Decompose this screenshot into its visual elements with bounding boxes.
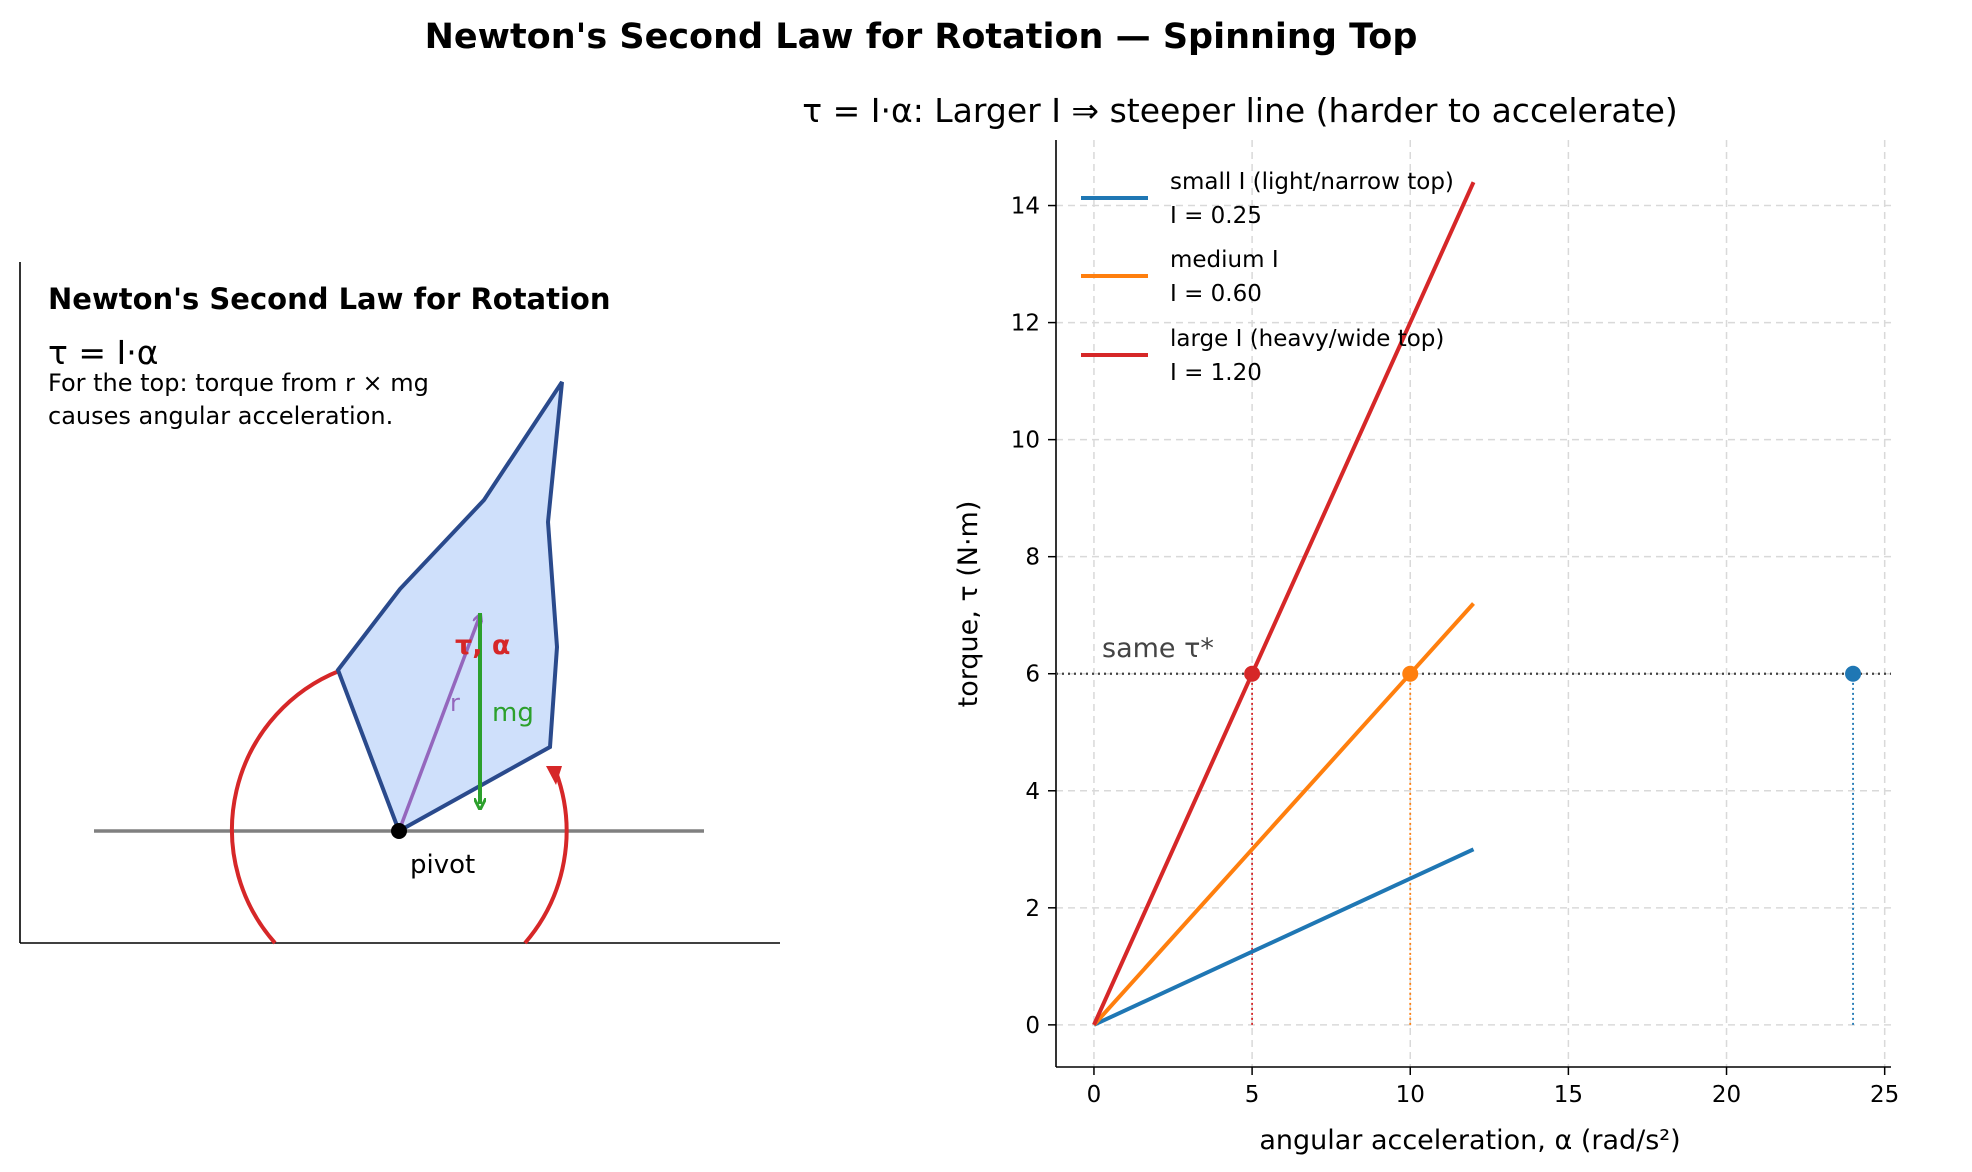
y-tick-label: 14 bbox=[1011, 194, 1040, 220]
spinning-top-body bbox=[335, 380, 564, 834]
x-tick-label: 5 bbox=[1245, 1082, 1260, 1108]
y-axis-label: torque, τ (N·m) bbox=[953, 501, 984, 708]
x-tick-label: 10 bbox=[1396, 1082, 1425, 1108]
chart-panel: τ = I·α: Larger I ⇒ steeper line (harder… bbox=[802, 91, 1899, 1156]
same-tau-marker-2 bbox=[1244, 665, 1261, 682]
y-tick-label: 10 bbox=[1011, 428, 1040, 454]
legend-label-small-value: I = 0.25 bbox=[1170, 203, 1262, 229]
chart-axes bbox=[1055, 140, 1891, 1068]
x-tick-label: 20 bbox=[1712, 1082, 1741, 1108]
y-tick-label: 12 bbox=[1011, 311, 1040, 337]
legend-label-large: large I (heavy/wide top) bbox=[1170, 326, 1444, 352]
pivot-point bbox=[391, 823, 407, 839]
x-tick-label: 25 bbox=[1870, 1082, 1899, 1108]
series-line-2 bbox=[1092, 181, 1476, 1026]
reference-line-label: same τ* bbox=[1102, 633, 1214, 664]
legend-label-large-value: I = 1.20 bbox=[1170, 360, 1262, 386]
x-tick-label: 0 bbox=[1087, 1082, 1102, 1108]
chart-title: τ = I·α: Larger I ⇒ steeper line (harder… bbox=[802, 91, 1678, 130]
series-line-1 bbox=[1092, 602, 1475, 1027]
same-tau-marker-0 bbox=[1845, 665, 1862, 682]
r-vector-arrow bbox=[397, 618, 479, 832]
diagram-description-line2: causes angular acceleration. bbox=[48, 402, 393, 430]
torque-alpha-label: τ, α bbox=[455, 630, 510, 661]
chart-ticks: 0 5 10 15 20 25 0 2 4 6 8 10 12 14 bbox=[1011, 194, 1900, 1108]
diagram-equation: τ = I·α bbox=[48, 333, 158, 372]
pivot-label: pivot bbox=[410, 850, 475, 880]
series-layer bbox=[1092, 181, 1476, 1027]
legend-label-medium-value: I = 0.60 bbox=[1170, 281, 1262, 307]
r-vector-label: r bbox=[450, 689, 460, 717]
torque-arrowhead bbox=[546, 766, 562, 785]
chart-legend: small I (light/narrow top) I = 0.25 medi… bbox=[1081, 169, 1454, 386]
torque-arc-right bbox=[523, 771, 569, 945]
y-tick-label: 8 bbox=[1025, 545, 1040, 571]
chart-grid bbox=[1056, 140, 1891, 1067]
diagram-title: Newton's Second Law for Rotation bbox=[48, 282, 611, 316]
x-tick-label: 15 bbox=[1554, 1082, 1583, 1108]
diagram-panel: Newton's Second Law for Rotation τ = I·α… bbox=[19, 262, 780, 945]
y-tick-label: 0 bbox=[1025, 1013, 1040, 1039]
figure-suptitle: Newton's Second Law for Rotation — Spinn… bbox=[425, 17, 1418, 57]
diagram-description-line1: For the top: torque from r × mg bbox=[48, 369, 429, 397]
x-axis-label: angular acceleration, α (rad/s²) bbox=[1259, 1125, 1680, 1156]
series-line-0 bbox=[1093, 847, 1475, 1027]
legend-label-medium: medium I bbox=[1170, 247, 1279, 273]
legend-label-small: small I (light/narrow top) bbox=[1170, 169, 1454, 195]
y-tick-label: 6 bbox=[1025, 662, 1040, 688]
same-tau-marker-1 bbox=[1402, 665, 1419, 682]
torque-arc bbox=[229, 669, 340, 945]
y-tick-label: 2 bbox=[1025, 896, 1040, 922]
markers-layer bbox=[1244, 665, 1862, 682]
y-tick-label: 4 bbox=[1025, 779, 1040, 805]
mg-vector-label: mg bbox=[492, 698, 534, 728]
